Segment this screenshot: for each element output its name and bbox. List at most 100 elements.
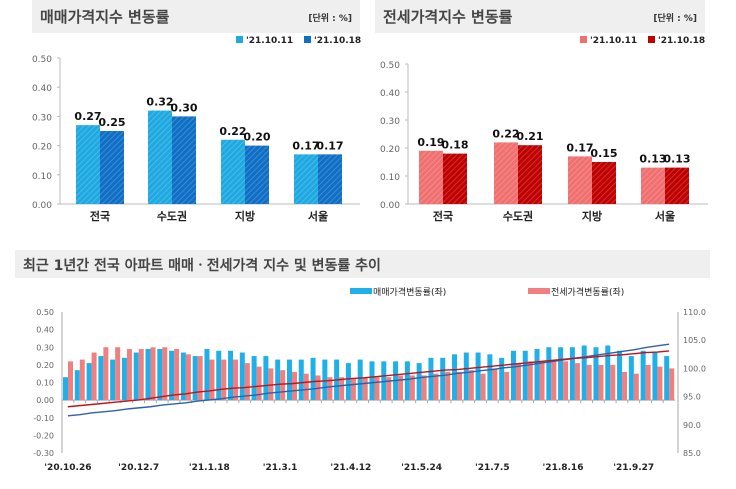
legend-swatch [648, 36, 655, 43]
jeonse-rate-bar [374, 377, 380, 401]
sale-rate-bar [216, 350, 222, 401]
jeonse-rate-bar [586, 364, 592, 401]
sale-rate-bar [569, 347, 575, 401]
sale-rate-bar [487, 354, 493, 401]
jeonse-rate-bar [563, 361, 569, 401]
sale-rate-bar [510, 350, 516, 401]
jeonse-chart-title: 전세가격지수 변동률 [383, 8, 513, 26]
bar-hatch [148, 110, 172, 204]
y-tick-label: 0.40 [32, 84, 52, 94]
right-tick-label: 110.0 [683, 308, 706, 317]
y-tick-label: 0.40 [380, 89, 400, 99]
sale-rate-bar [558, 347, 564, 401]
jeonse-rate-bar [126, 349, 132, 401]
sale-rate-bar [133, 352, 139, 401]
jeonse-rate-bar [115, 347, 121, 401]
jeonse-rate-bar [185, 354, 191, 401]
sale-rate-bar [404, 361, 410, 401]
sale-rate-bar [664, 356, 670, 401]
y-tick-label: 0.50 [380, 61, 400, 71]
jeonse-rate-bar [303, 373, 309, 401]
jeonse-rate-bar [350, 378, 356, 401]
legend-label: '21.10.18 [314, 36, 361, 46]
jeonse-rate-bar [162, 347, 168, 401]
data-label: 0.30 [170, 101, 197, 114]
jeonse-rate-bar [327, 377, 333, 401]
bar-hatch [245, 145, 269, 204]
sale-rate-bar [546, 347, 552, 401]
sale-rate-bar [581, 345, 587, 401]
x-tick-label: '21.5.24 [401, 463, 442, 473]
legend-swatch [580, 36, 587, 43]
jeonse-rate-bar [386, 377, 392, 401]
jeonse-rate-bar [645, 364, 651, 401]
y-tick-label: 0.00 [32, 201, 52, 211]
y-tick-label: 0.10 [380, 173, 400, 183]
jeonse-chart-unit: [단위 : %] [653, 14, 697, 24]
sale-rate-bar [534, 349, 540, 401]
data-label: 0.13 [639, 153, 666, 166]
sale-rate-bar [180, 352, 186, 401]
jeonse-rate-bar [515, 363, 521, 401]
left-tick-label: 0.20 [36, 361, 54, 370]
sale-rate-bar [251, 356, 257, 401]
jeonse-rate-bar [527, 361, 533, 401]
x-tick-label: '21.1.18 [189, 463, 230, 473]
sale-rate-bar [593, 347, 599, 401]
legend-swatch [350, 288, 372, 294]
left-tick-label: 0.40 [36, 326, 54, 335]
sale-chart-header: 매매가격지수 변동률 [단위 : %] [32, 0, 360, 33]
jeonse-rate-bar [291, 371, 297, 401]
x-tick-label: '20.12.7 [118, 463, 159, 473]
jeonse-rate-bar [339, 377, 345, 401]
bar-hatch [76, 125, 100, 204]
left-tick-label: 0.00 [36, 396, 54, 405]
y-tick-label: 0.30 [380, 117, 400, 127]
sale-rate-bar [204, 349, 210, 401]
bar-hatch [443, 153, 467, 204]
x-category-label: 전국 [433, 209, 453, 223]
jeonse-rate-bar [421, 375, 427, 401]
left-tick-label: -0.20 [33, 431, 54, 440]
sale-rate-bar [74, 370, 80, 401]
x-category-label: 서울 [308, 209, 328, 223]
data-label: 0.17 [316, 139, 343, 152]
sale-rate-bar [169, 350, 175, 401]
jeonse-rate-bar [233, 359, 239, 401]
jeonse-rate-bar [574, 363, 580, 401]
left-tick-label: -0.30 [33, 449, 54, 458]
jeonse-chart-header: 전세가격지수 변동률 [단위 : %] [375, 0, 705, 33]
x-tick-label: '21.3.1 [263, 463, 298, 473]
legend-label: 전세가격변동률(좌) [551, 286, 624, 298]
jeonse-rate-bar [174, 349, 180, 401]
jeonse-rate-bar [256, 366, 262, 401]
sale-rate-bar [428, 357, 434, 401]
jeonse-rate-bar [268, 368, 274, 401]
y-tick-label: 0.20 [32, 143, 52, 153]
right-tick-label: 90.0 [683, 421, 701, 430]
jeonse-rate-bar [622, 371, 628, 401]
left-tick-label: 0.10 [36, 379, 54, 388]
data-label: 0.19 [417, 136, 444, 149]
bar-hatch [221, 139, 245, 204]
sale-rate-bar [640, 350, 646, 401]
jeonse-rate-bar [280, 370, 286, 401]
sale-rate-bar [416, 363, 422, 401]
sale-rate-bar [628, 356, 634, 401]
legend-swatch [236, 36, 243, 43]
sale-rate-bar [381, 361, 387, 401]
y-tick-label: 0.20 [380, 145, 400, 155]
jeonse-rate-bar [504, 371, 510, 401]
jeonse-rate-bar [138, 349, 144, 401]
sale-rate-bar [605, 345, 611, 401]
jeonse-rate-bar [551, 361, 557, 401]
jeonse-rate-bar [657, 366, 663, 401]
jeonse-rate-bar [457, 371, 463, 401]
sale-rate-bar [192, 356, 198, 401]
bar-hatch [100, 131, 124, 204]
x-tick-label: '21.8.16 [543, 463, 584, 473]
trend-chart-title: 최근 1년간 전국 아파트 매매ㆍ전세가격 지수 및 변동률 추이 [23, 258, 381, 274]
sale-chart-title: 매매가격지수 변동률 [40, 8, 170, 26]
sale-rate-bar [63, 377, 68, 401]
